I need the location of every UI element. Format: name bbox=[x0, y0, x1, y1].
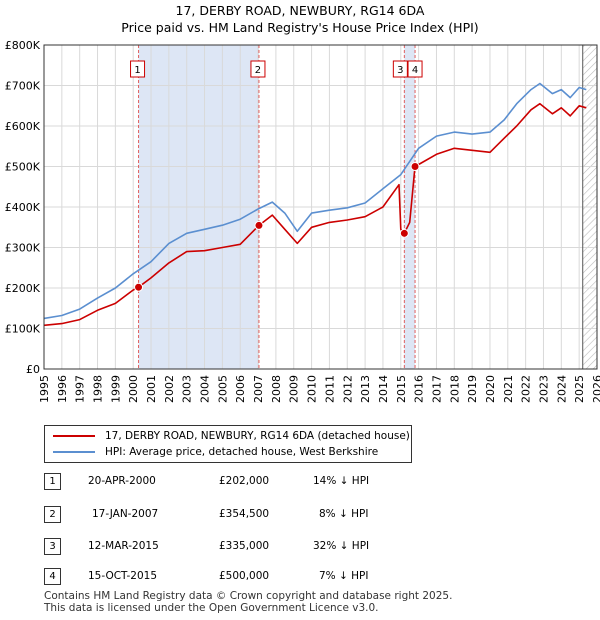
chart-title: 17, DERBY ROAD, NEWBURY, RG14 6DA bbox=[175, 3, 425, 18]
marker-badge bbox=[392, 60, 408, 78]
marker-badge bbox=[407, 60, 423, 78]
legend-item-property: 17, DERBY ROAD, NEWBURY, RG14 6DA (detac… bbox=[53, 428, 410, 444]
transaction-price: £202,000 bbox=[219, 475, 270, 487]
hpi-line bbox=[43, 82, 587, 320]
x-tick-label: 2020 bbox=[484, 375, 497, 403]
x-tick-label: 1997 bbox=[74, 375, 87, 403]
x-tick-label: 2006 bbox=[234, 375, 247, 403]
transaction-price: £335,000 bbox=[219, 540, 270, 552]
footer-licence: This data is licensed under the Open Gov… bbox=[44, 602, 379, 614]
transaction-date: 15-OCT-2015 bbox=[88, 570, 157, 582]
legend-line-property bbox=[53, 435, 95, 437]
x-tick-label: 2007 bbox=[252, 375, 265, 403]
marker-point bbox=[410, 162, 420, 171]
transaction-number: 3 bbox=[44, 538, 61, 555]
transaction-number: 1 bbox=[44, 473, 61, 490]
x-tick-label: 2000 bbox=[127, 375, 140, 403]
legend-label-hpi: HPI: Average price, detached house, West… bbox=[105, 446, 379, 458]
y-tick-label: £300K bbox=[5, 242, 41, 255]
transaction-hpi: 8% ↓ HPI bbox=[319, 508, 369, 520]
x-tick-label: 2003 bbox=[181, 375, 194, 403]
x-tick-label: 2021 bbox=[502, 375, 515, 403]
transaction-hpi: 32% ↓ HPI bbox=[313, 540, 370, 552]
transaction-number: 2 bbox=[44, 506, 61, 523]
legend-item-hpi: HPI: Average price, detached house, West… bbox=[53, 444, 378, 460]
y-tick-label: £800K bbox=[5, 39, 41, 52]
transaction-row: 3 12-MAR-2015 £335,000 32% ↓ HPI bbox=[44, 538, 444, 556]
legend-label-property: 17, DERBY ROAD, NEWBURY, RG14 6DA (detac… bbox=[105, 430, 410, 442]
y-tick-label: £500K bbox=[5, 161, 41, 174]
marker-badge-label: 4 bbox=[412, 65, 418, 76]
x-tick-label: 2005 bbox=[216, 375, 229, 403]
marker-point bbox=[399, 228, 409, 238]
y-tick-label: £700K bbox=[5, 80, 41, 93]
legend-line-hpi bbox=[53, 451, 95, 453]
transaction-hpi: 14% ↓ HPI bbox=[313, 475, 370, 487]
x-tick-label: 2023 bbox=[537, 375, 550, 403]
transaction-date: 12-MAR-2015 bbox=[88, 540, 159, 552]
x-tick-label: 2014 bbox=[377, 375, 390, 403]
x-tick-label: 1996 bbox=[56, 375, 69, 403]
x-tick-label: 2016 bbox=[413, 375, 426, 403]
chart-subtitle: Price paid vs. HM Land Registry's House … bbox=[121, 20, 479, 35]
x-tick-label: 2004 bbox=[199, 375, 212, 403]
transaction-price: £500,000 bbox=[219, 570, 270, 582]
x-tick-label: 2010 bbox=[306, 375, 319, 403]
transaction-price: £354,500 bbox=[219, 508, 270, 520]
x-tick-label: 2017 bbox=[430, 375, 443, 403]
legend: 17, DERBY ROAD, NEWBURY, RG14 6DA (detac… bbox=[44, 425, 412, 463]
x-tick-label: 1995 bbox=[38, 375, 51, 403]
x-tick-label: 2011 bbox=[323, 375, 336, 403]
price-chart: 1 2 3 4 £0 £100K £200K £300K £400K £500K £600K £700… bbox=[5, 39, 600, 403]
footer-copyright: Contains HM Land Registry data © Crown c… bbox=[44, 590, 453, 602]
x-tick-label: 2025 bbox=[573, 375, 586, 403]
marker-badge bbox=[250, 60, 266, 78]
marker-badge-label: 1 bbox=[134, 65, 140, 76]
transaction-hpi: 7% ↓ HPI bbox=[319, 570, 369, 582]
transaction-number: 4 bbox=[44, 568, 61, 585]
x-tick-label: 2001 bbox=[145, 375, 158, 403]
marker-badge-label: 2 bbox=[255, 65, 261, 76]
x-tick-label: 2008 bbox=[270, 375, 283, 403]
x-tick-label: 2002 bbox=[163, 375, 176, 403]
plot-frame bbox=[43, 44, 598, 370]
y-tick-label: £400K bbox=[5, 201, 41, 214]
x-tick-label: 2026 bbox=[591, 375, 600, 403]
y-tick-label: £0 bbox=[26, 363, 40, 376]
property-line bbox=[43, 102, 587, 327]
transaction-row: 1 20-APR-2000 £202,000 14% ↓ HPI bbox=[44, 473, 444, 491]
x-tick-label: 1999 bbox=[109, 375, 122, 403]
x-tick-label: 2012 bbox=[341, 375, 354, 403]
x-tick-label: 2022 bbox=[520, 375, 533, 403]
x-tick-label: 2015 bbox=[395, 375, 408, 403]
y-tick-label: £100K bbox=[5, 323, 41, 336]
x-tick-label: 2013 bbox=[359, 375, 372, 403]
marker-point bbox=[134, 282, 144, 292]
marker-badge-label: 3 bbox=[397, 65, 403, 76]
x-tick-label: 1998 bbox=[92, 375, 105, 403]
marker-badge bbox=[130, 60, 146, 78]
transaction-date: 17-JAN-2007 bbox=[92, 508, 159, 520]
transaction-row: 2 17-JAN-2007 £354,500 8% ↓ HPI bbox=[44, 506, 444, 524]
x-tick-label: 2018 bbox=[448, 375, 461, 403]
x-tick-label: 2019 bbox=[466, 375, 479, 403]
x-tick-label: 2009 bbox=[288, 375, 301, 403]
y-tick-label: £200K bbox=[5, 282, 41, 295]
marker-point bbox=[254, 220, 264, 230]
transaction-row: 4 15-OCT-2015 £500,000 7% ↓ HPI bbox=[44, 568, 444, 586]
x-tick-label: 2024 bbox=[555, 375, 568, 403]
y-tick-label: £600K bbox=[5, 120, 41, 133]
transaction-date: 20-APR-2000 bbox=[88, 475, 156, 487]
